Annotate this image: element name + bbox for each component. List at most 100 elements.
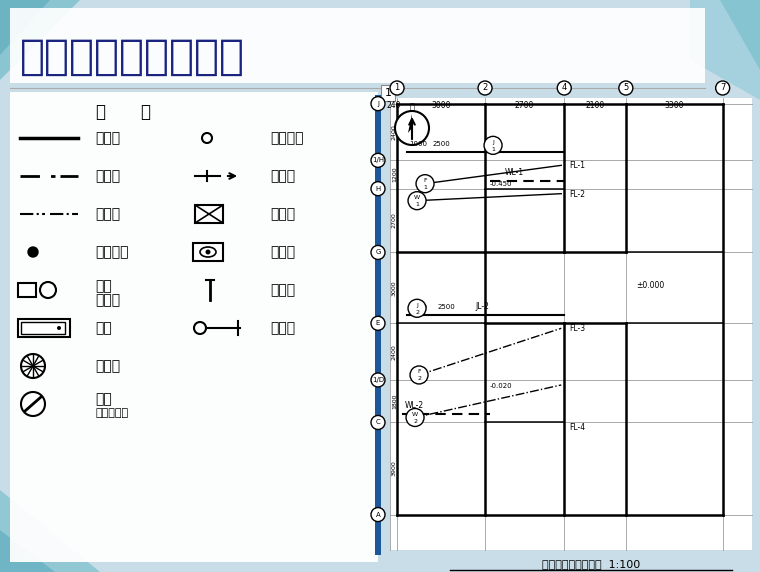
Text: 浴盆: 浴盆 — [95, 321, 112, 335]
Text: （流量计）: （流量计） — [95, 408, 128, 418]
Text: 北: 北 — [410, 102, 414, 111]
Text: 给水立管: 给水立管 — [95, 245, 128, 259]
Text: 1/D: 1/D — [372, 377, 384, 383]
Text: H: H — [375, 186, 381, 192]
Text: 5: 5 — [623, 84, 629, 93]
Text: 污水池: 污水池 — [270, 207, 295, 221]
Circle shape — [416, 174, 434, 193]
Text: 检查口: 检查口 — [270, 283, 295, 297]
Polygon shape — [0, 490, 100, 572]
Circle shape — [390, 81, 404, 95]
Text: 3900: 3900 — [392, 460, 397, 476]
Circle shape — [205, 249, 211, 255]
Text: 洗脸盆: 洗脸盆 — [270, 245, 295, 259]
Text: 2: 2 — [483, 84, 488, 93]
Text: JL-1: JL-1 — [488, 140, 502, 148]
Text: 1: 1 — [394, 84, 400, 93]
Text: 3300: 3300 — [664, 101, 684, 110]
Text: J: J — [416, 303, 418, 308]
Circle shape — [371, 182, 385, 196]
Circle shape — [371, 316, 385, 330]
Text: 2500: 2500 — [437, 304, 454, 310]
Text: 1200: 1200 — [392, 166, 397, 182]
Text: 2: 2 — [417, 376, 421, 382]
Text: 排水立管: 排水立管 — [270, 131, 303, 145]
Text: 1: 1 — [385, 88, 391, 98]
Circle shape — [40, 282, 56, 298]
Text: 坐式: 坐式 — [95, 279, 112, 293]
Circle shape — [21, 392, 45, 416]
Circle shape — [371, 153, 385, 168]
Polygon shape — [0, 530, 55, 572]
Bar — [21, 322, 65, 334]
Ellipse shape — [200, 247, 216, 257]
Text: J: J — [492, 140, 494, 145]
Polygon shape — [0, 0, 80, 80]
Text: J: J — [377, 101, 379, 106]
Text: 底层给水排水平面图  1:100: 底层给水排水平面图 1:100 — [542, 559, 640, 569]
Text: 7: 7 — [720, 84, 725, 93]
Bar — [10, 8, 705, 83]
Circle shape — [484, 136, 502, 154]
Circle shape — [408, 299, 426, 317]
Circle shape — [408, 192, 426, 210]
Circle shape — [371, 415, 385, 430]
Text: E: E — [375, 320, 380, 326]
Text: 2500: 2500 — [432, 141, 450, 148]
Text: 1000: 1000 — [409, 141, 427, 148]
Bar — [375, 95, 381, 555]
Bar — [193, 243, 223, 261]
Circle shape — [406, 408, 424, 427]
Polygon shape — [720, 0, 760, 70]
Circle shape — [478, 81, 492, 95]
Text: W: W — [414, 195, 420, 200]
Text: 底层给水排水平面图: 底层给水排水平面图 — [20, 36, 245, 78]
Text: WL-1: WL-1 — [505, 168, 524, 177]
Polygon shape — [408, 114, 412, 133]
Text: WL-2: WL-2 — [405, 402, 424, 411]
Text: 图: 图 — [95, 103, 105, 121]
Text: 2700: 2700 — [392, 213, 397, 228]
Text: 2400: 2400 — [392, 124, 397, 140]
Bar — [10, 92, 378, 562]
Text: -0.020: -0.020 — [490, 383, 513, 389]
Circle shape — [194, 322, 206, 334]
Text: FL-4: FL-4 — [569, 423, 585, 432]
Circle shape — [410, 366, 428, 384]
Circle shape — [395, 111, 429, 145]
Text: 通气帽: 通气帽 — [95, 359, 120, 373]
Text: 4: 4 — [562, 84, 567, 93]
Text: 清扫口: 清扫口 — [270, 321, 295, 335]
Text: 1: 1 — [423, 185, 427, 190]
Text: FL-1: FL-1 — [569, 161, 585, 170]
Bar — [18, 319, 70, 337]
Text: W: W — [412, 412, 418, 417]
Text: 240: 240 — [386, 101, 401, 110]
Circle shape — [28, 247, 38, 257]
Text: -0.450: -0.450 — [490, 181, 512, 186]
Circle shape — [371, 245, 385, 260]
Text: 废水管: 废水管 — [95, 169, 120, 183]
Text: 1000: 1000 — [409, 304, 427, 310]
Circle shape — [371, 507, 385, 522]
Text: F: F — [417, 370, 421, 375]
Text: FL-2: FL-2 — [569, 190, 585, 198]
Text: 水表: 水表 — [95, 392, 112, 406]
Text: 例: 例 — [140, 103, 150, 121]
Text: C: C — [375, 419, 380, 426]
Circle shape — [557, 81, 572, 95]
Text: 大便器: 大便器 — [95, 293, 120, 307]
Polygon shape — [0, 0, 50, 55]
Bar — [18, 283, 36, 297]
Text: 2: 2 — [413, 419, 417, 424]
Text: 1800: 1800 — [392, 394, 397, 409]
Text: 1: 1 — [491, 147, 495, 152]
Text: 水龙头: 水龙头 — [270, 169, 295, 183]
Text: A: A — [375, 511, 380, 518]
Circle shape — [202, 133, 212, 143]
Circle shape — [371, 373, 385, 387]
Text: 2400: 2400 — [392, 344, 397, 360]
Bar — [195, 205, 223, 223]
Text: 2700: 2700 — [515, 101, 534, 110]
Text: 3000: 3000 — [392, 280, 397, 296]
